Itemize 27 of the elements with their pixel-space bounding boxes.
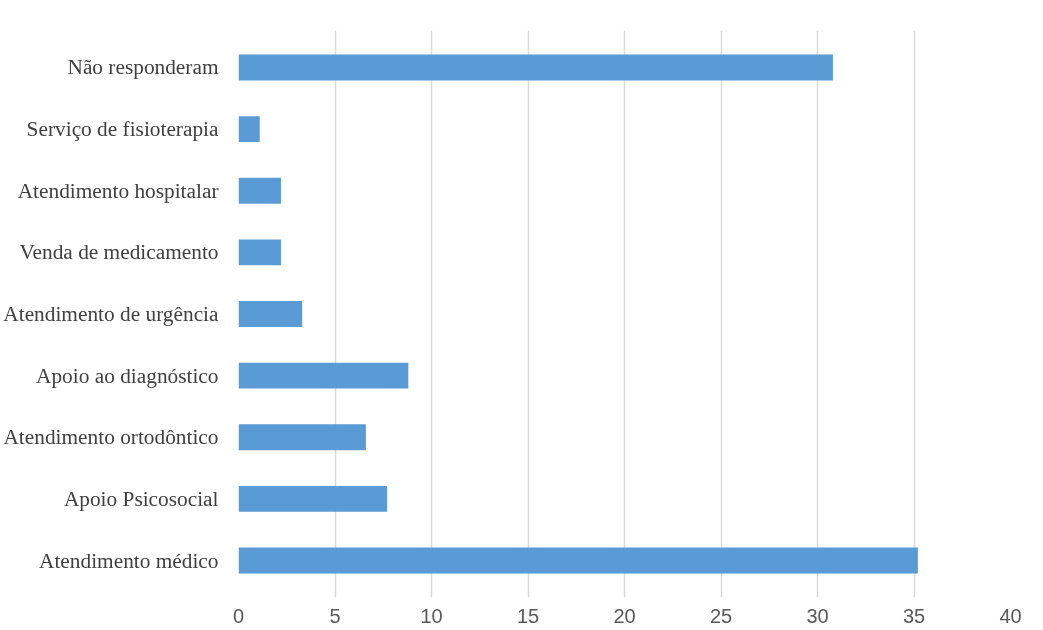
x-tick-label: 10: [420, 604, 443, 627]
y-tick-label: Serviço de fisioterapia: [26, 117, 220, 142]
x-tick-label: 40: [999, 604, 1022, 627]
x-tick-label: 30: [806, 604, 829, 627]
bar: [238, 54, 833, 81]
x-tick-label: 15: [516, 604, 540, 627]
x-tick-label: 20: [613, 604, 636, 627]
y-tick-label: Atendimento médico: [39, 548, 219, 573]
x-tick-label: 25: [709, 604, 733, 627]
x-tick-label: 5: [329, 604, 341, 627]
bar: [238, 424, 366, 451]
y-tick-label: Apoio ao diagnóstico: [36, 363, 219, 388]
y-tick-label: Apoio Psicosocial: [63, 486, 219, 511]
bar: [238, 301, 303, 327]
bar: [238, 116, 260, 143]
bar: [238, 485, 388, 512]
y-tick-label: Não responderam: [67, 55, 219, 80]
x-tick-label: 35: [902, 604, 926, 627]
y-tick-label: Atendimento hospitalar: [17, 178, 219, 203]
x-tick-label: 0: [232, 604, 245, 627]
y-tick-label: Venda de medicamento: [19, 240, 219, 265]
y-tick-label: Atendimento de urgência: [3, 302, 220, 326]
y-tick-label: Atendimento ortodôntico: [3, 425, 219, 450]
bar: [238, 239, 281, 266]
bar: [238, 547, 918, 574]
bar: [238, 362, 409, 389]
bar: [238, 177, 281, 204]
